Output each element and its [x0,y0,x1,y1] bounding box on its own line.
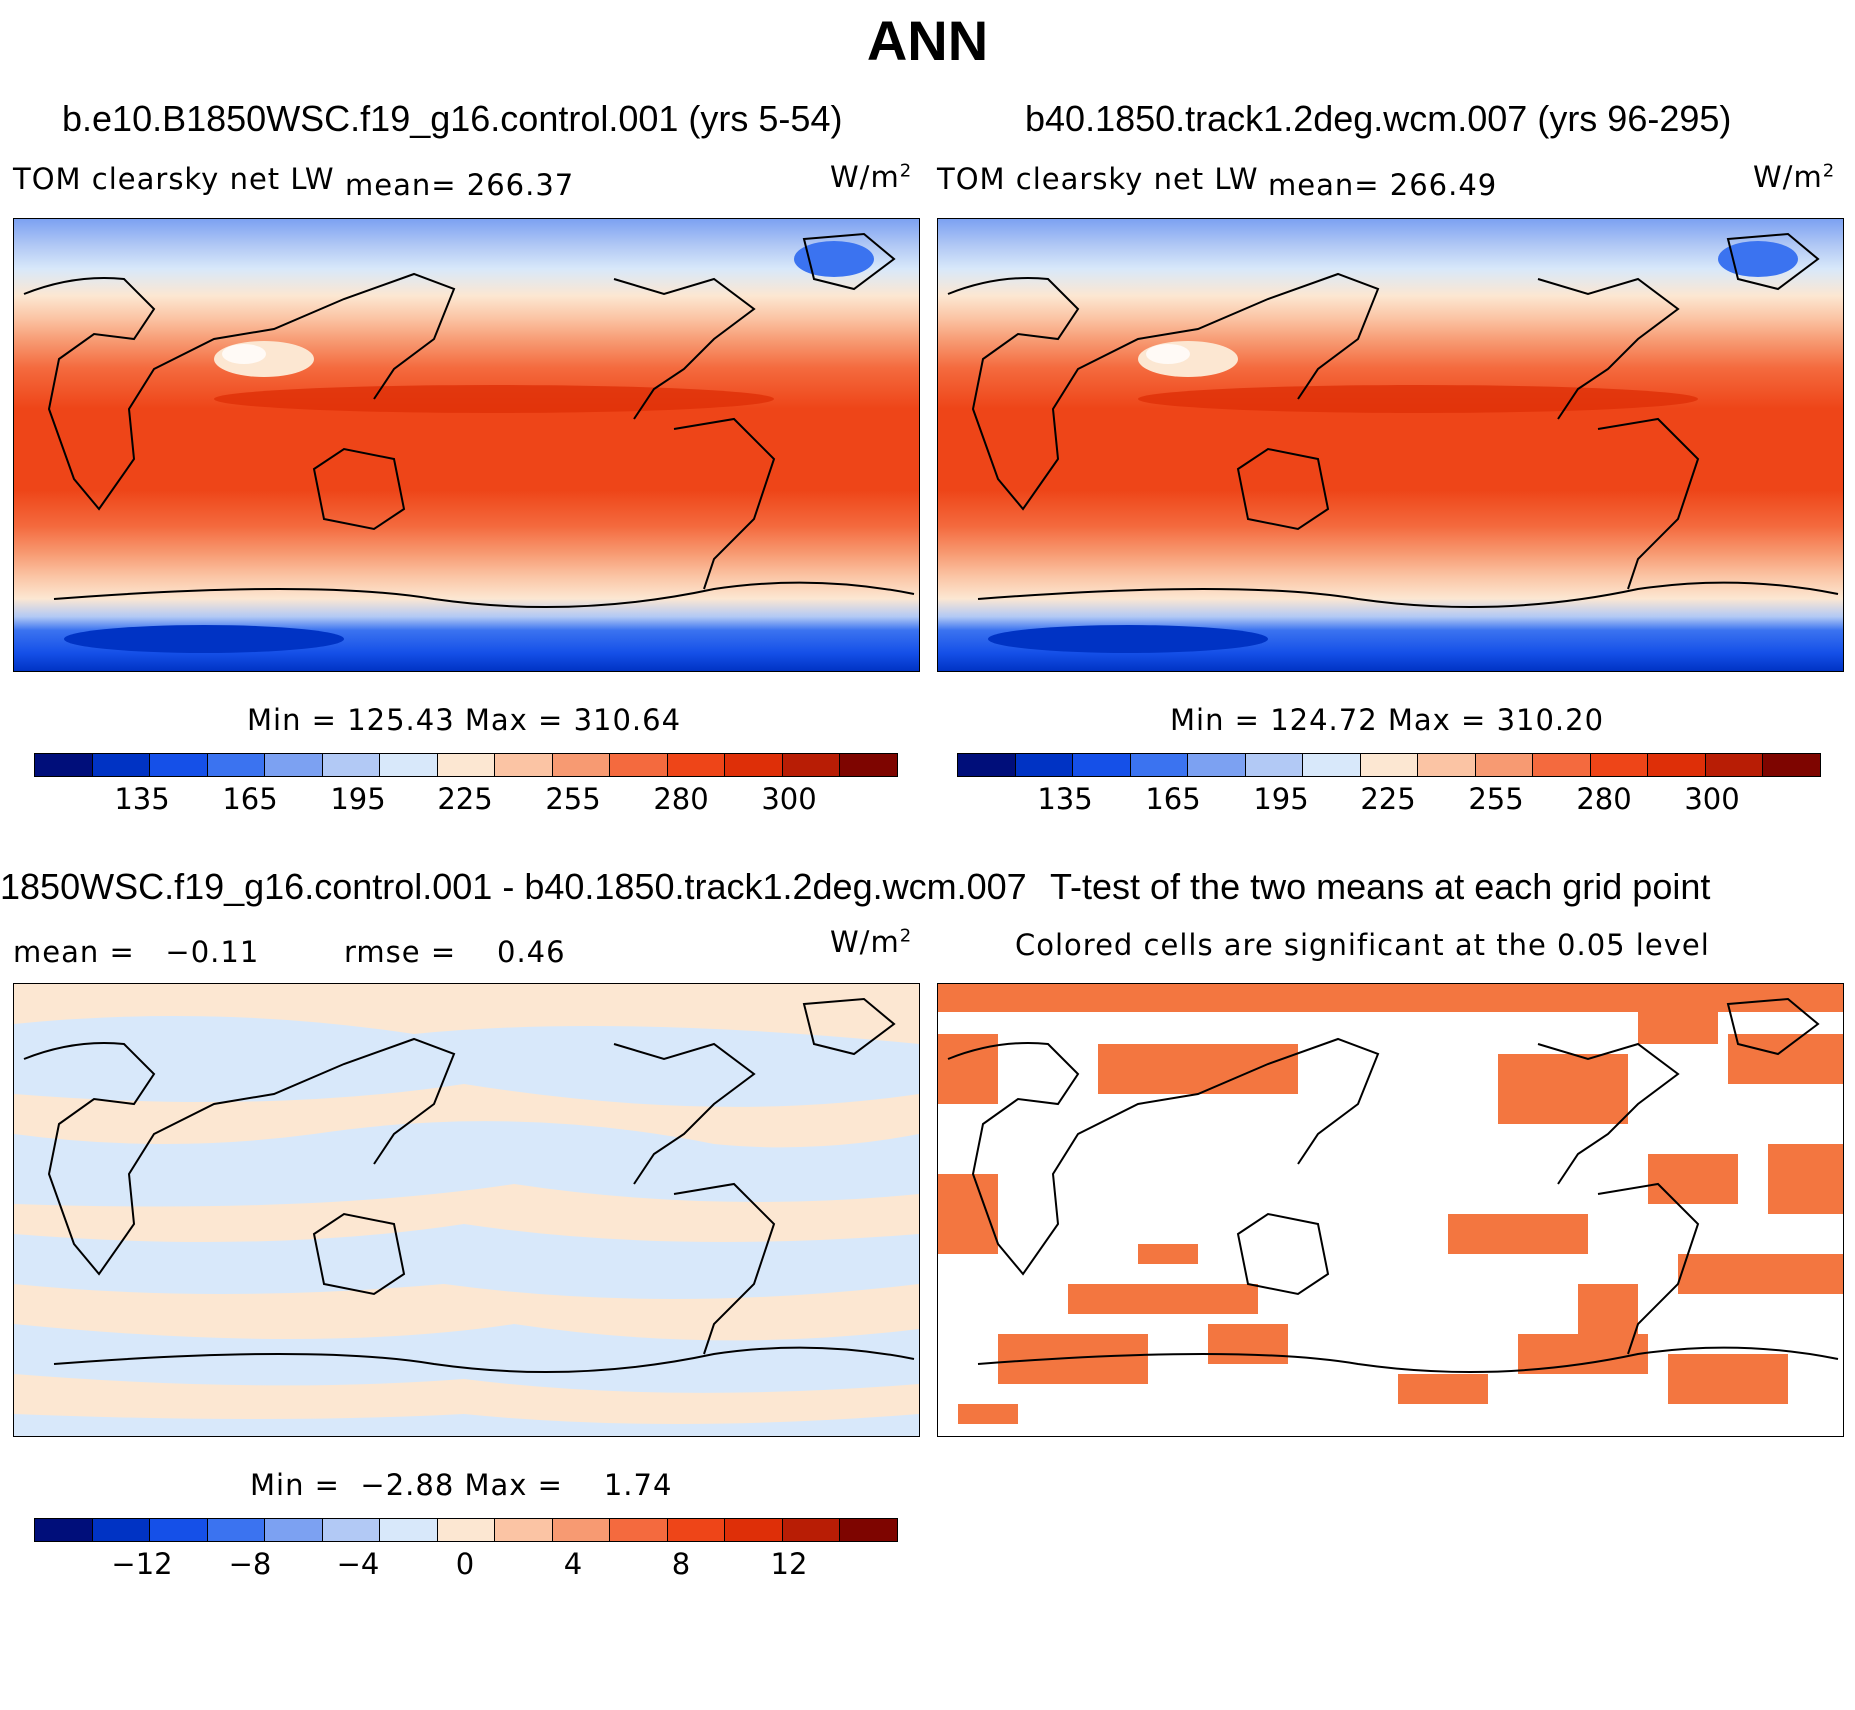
panel3-tick: 4 [563,1547,583,1581]
panel2-variable-label: TOM clearsky net LW [937,162,1259,196]
panel2-contour-field [938,219,1843,671]
panel1-tick: 195 [330,782,386,816]
panel3-map [13,983,920,1437]
panel3-colorbar [34,1518,898,1542]
panel1-tick: 255 [545,782,601,816]
panel1-units: W/m2 [830,160,913,194]
panel1-tick: 225 [437,782,493,816]
panel4-title: T-test of the two means at each grid poi… [1050,866,1711,907]
panel2-tick: 300 [1684,782,1740,816]
panel1-variable-label: TOM clearsky net LW [13,162,335,196]
panel2-minmax: Min = 124.72 Max = 310.20 [1170,703,1605,737]
panel3-tick: 12 [770,1547,808,1581]
panel3-mean-label: mean = −0.11 [13,935,260,969]
panel2-mean-label: mean= 266.49 [1268,168,1498,202]
panel4-note: Colored cells are significant at the 0.0… [1015,928,1710,962]
panel2-tick: 280 [1576,782,1632,816]
significant-cells [938,984,1843,1424]
panel3-tick: 0 [455,1547,475,1581]
panel2-tick: 255 [1468,782,1524,816]
panel4-significance-field [938,984,1843,1436]
panel1-tick: 300 [761,782,817,816]
panel3-tick: 8 [671,1547,691,1581]
panel1-mean-label: mean= 266.37 [345,168,575,202]
panel4-map [937,983,1844,1437]
panel1-contour-field [14,219,919,671]
panel3-units: W/m2 [830,925,913,959]
panel2-case-title: b40.1850.track1.2deg.wcm.007 (yrs 96-295… [1025,98,1732,139]
panel2-tick: 165 [1145,782,1201,816]
panel1-colorbar [34,753,898,777]
panel3-tick: −4 [336,1547,380,1581]
panel1-minmax: Min = 125.43 Max = 310.64 [247,703,682,737]
panel3-case-title: 1850WSC.f19_g16.control.001 - b40.1850.t… [0,866,1027,907]
panel2-tick: 195 [1253,782,1309,816]
page-title: ANN [866,9,989,72]
panel3-difference-field [14,984,919,1436]
panel1-tick: 165 [222,782,278,816]
panel2-colorbar [957,753,1821,777]
panel1-map [13,218,920,672]
panel3-tick: −8 [228,1547,272,1581]
panel3-tick: −12 [111,1547,173,1581]
panel2-map [937,218,1844,672]
panel3-minmax: Min = −2.88 Max = 1.74 [250,1468,673,1502]
panel1-tick: 280 [653,782,709,816]
panel2-tick: 135 [1037,782,1093,816]
panel2-units: W/m2 [1753,160,1836,194]
panel1-case-title: b.e10.B1850WSC.f19_g16.control.001 (yrs … [62,98,843,139]
panel2-tick: 225 [1360,782,1416,816]
panel1-tick: 135 [114,782,170,816]
panel3-rmse-label: rmse = 0.46 [344,935,566,969]
